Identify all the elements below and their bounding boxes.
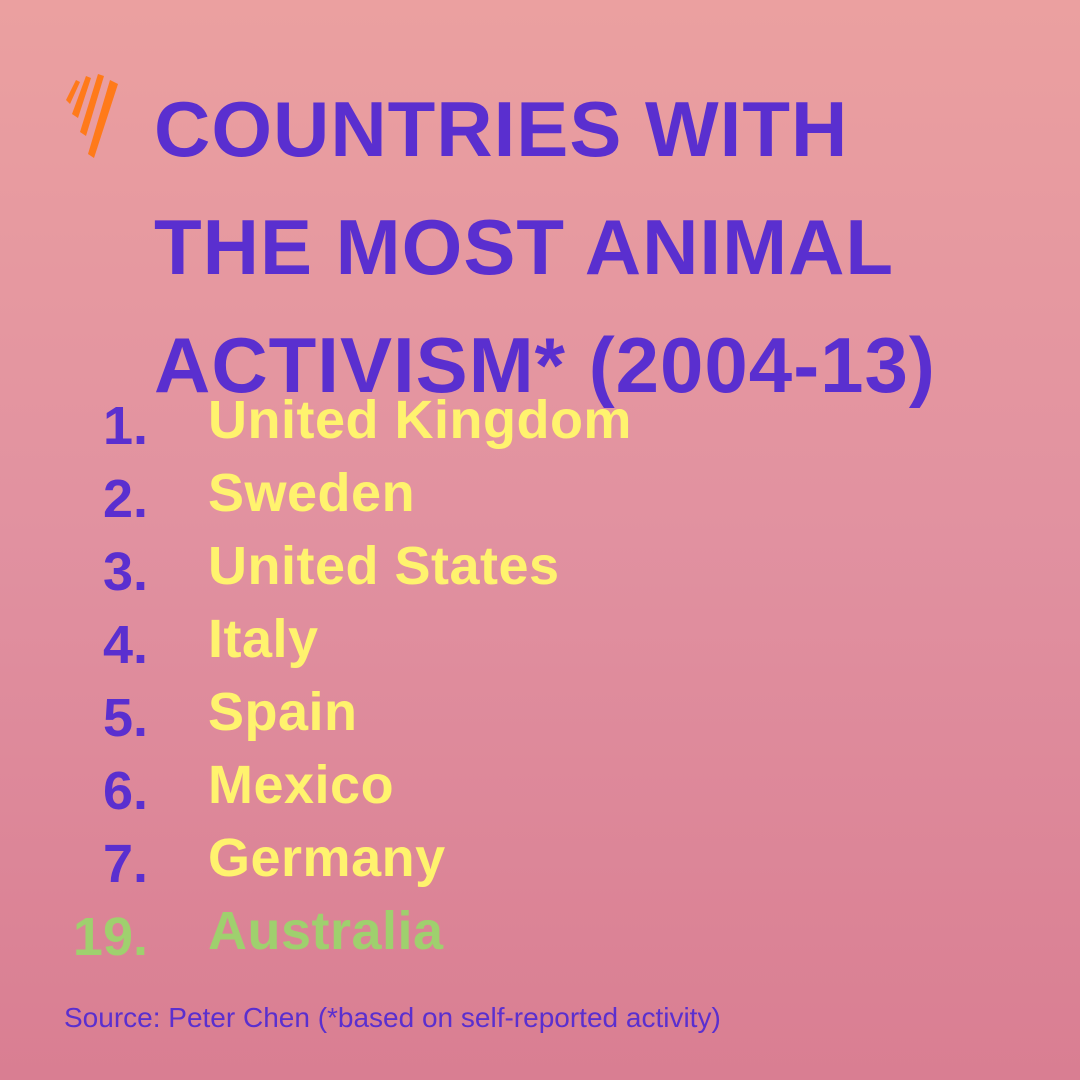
country-name: Italy bbox=[208, 609, 319, 669]
title-line-3: ACTIVISM* (2004-13) bbox=[154, 321, 936, 409]
rank-number: 19. bbox=[72, 907, 148, 967]
page-title: COUNTRIES WITH THE MOST ANIMAL ACTIVISM*… bbox=[154, 70, 1054, 424]
sbs-logo-icon bbox=[66, 74, 118, 158]
list-item: 2. Sweden bbox=[0, 461, 1080, 534]
rank-number: 6. bbox=[102, 761, 148, 821]
rank-number: 5. bbox=[102, 688, 148, 748]
country-name: Mexico bbox=[208, 755, 395, 815]
country-name: Australia bbox=[208, 901, 444, 961]
list-item: 4. Italy bbox=[0, 607, 1080, 680]
source-caption: Source: Peter Chen (*based on self-repor… bbox=[64, 1002, 721, 1033]
rank-number: 3. bbox=[102, 542, 148, 602]
list-item: 6. Mexico bbox=[0, 753, 1080, 826]
list-item: 5. Spain bbox=[0, 680, 1080, 753]
country-name: United States bbox=[208, 536, 560, 596]
rank-number: 1. bbox=[102, 396, 148, 456]
title-line-1: COUNTRIES WITH bbox=[154, 85, 849, 173]
list-item: 3. United States bbox=[0, 534, 1080, 607]
list-item: 7. Germany bbox=[0, 826, 1080, 899]
country-name: Sweden bbox=[208, 463, 416, 523]
ranking-list: 1. United Kingdom 2. Sweden 3. United St… bbox=[0, 388, 1080, 972]
rank-number: 7. bbox=[102, 834, 148, 894]
country-name: United Kingdom bbox=[208, 390, 632, 450]
title-line-2: THE MOST ANIMAL bbox=[154, 203, 895, 291]
list-item-highlighted: 19. Australia bbox=[0, 899, 1080, 972]
country-name: Germany bbox=[208, 828, 446, 888]
country-name: Spain bbox=[208, 682, 358, 742]
rank-number: 4. bbox=[102, 615, 148, 675]
rank-number: 2. bbox=[102, 469, 148, 529]
list-item: 1. United Kingdom bbox=[0, 388, 1080, 461]
